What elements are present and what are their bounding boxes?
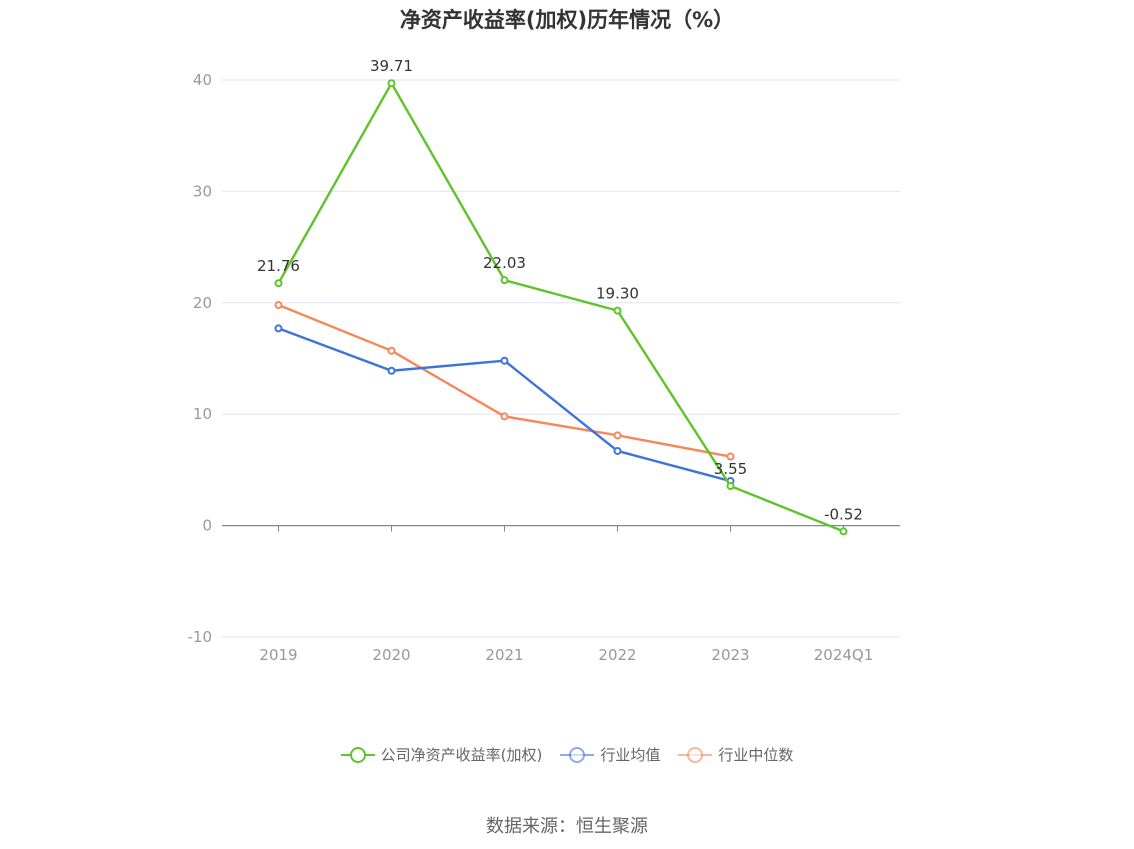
grid-lines (222, 79, 900, 638)
legend: 公司净资产收益率(加权) 行业均值 行业中位数 (0, 744, 1134, 765)
data-label: -0.52 (824, 505, 863, 523)
legend-item-1[interactable]: 行业均值 (560, 744, 660, 765)
legend-swatch (678, 746, 713, 764)
y-tick-label: 30 (193, 182, 212, 200)
legend-item-2[interactable]: 行业中位数 (678, 744, 793, 765)
y-tick-label: -10 (188, 628, 213, 646)
series-line-1 (278, 327, 731, 483)
y-tick-label: 20 (193, 294, 212, 312)
legend-label: 行业均值 (600, 746, 661, 764)
data-point[interactable] (613, 431, 622, 440)
data-labels: 21.76 39.71 22.03 19.30 3.55 -0.52 (257, 57, 863, 523)
legend-swatch (560, 746, 595, 764)
data-point[interactable] (274, 324, 283, 333)
legend-label: 行业中位数 (718, 746, 794, 764)
data-point[interactable] (500, 276, 509, 285)
data-point[interactable] (274, 301, 283, 310)
data-point[interactable] (613, 446, 622, 455)
x-tick-label: 2020 (372, 646, 410, 664)
data-point[interactable] (500, 356, 509, 365)
data-label: 3.55 (714, 460, 747, 478)
x-tick-label: 2021 (485, 646, 523, 664)
data-point[interactable] (387, 366, 396, 375)
x-axis: 2019 2020 2021 2022 2023 2024Q1 (259, 525, 874, 664)
y-tick-label: 40 (193, 71, 212, 89)
data-source: 数据来源：恒生聚源 (486, 816, 648, 837)
data-point[interactable] (726, 482, 735, 491)
y-axis: -10 0 10 20 30 40 (188, 71, 213, 646)
data-label: 19.30 (596, 285, 639, 303)
data-label: 22.03 (483, 254, 526, 272)
data-point[interactable] (500, 412, 509, 421)
x-tick-label: 2019 (259, 646, 297, 664)
data-point[interactable] (726, 452, 735, 461)
data-point[interactable] (274, 279, 283, 288)
data-label: 21.76 (257, 257, 300, 275)
data-point[interactable] (387, 346, 396, 355)
series-layer (274, 79, 848, 536)
data-point[interactable] (387, 79, 396, 88)
x-tick-label: 2022 (598, 646, 636, 664)
chart-title: 净资产收益率(加权)历年情况（%） (399, 8, 735, 32)
legend-label: 公司净资产收益率(加权) (380, 746, 543, 764)
y-tick-label: 0 (202, 517, 212, 535)
data-label: 39.71 (370, 57, 413, 75)
legend-swatch (340, 746, 375, 764)
legend-item-0[interactable]: 公司净资产收益率(加权) (340, 744, 543, 765)
y-tick-label: 10 (193, 405, 212, 423)
data-point[interactable] (613, 306, 622, 315)
x-tick-label: 2023 (711, 646, 749, 664)
data-point[interactable] (839, 527, 848, 536)
series-line-0 (277, 82, 844, 533)
x-tick-label: 2024Q1 (814, 646, 874, 664)
